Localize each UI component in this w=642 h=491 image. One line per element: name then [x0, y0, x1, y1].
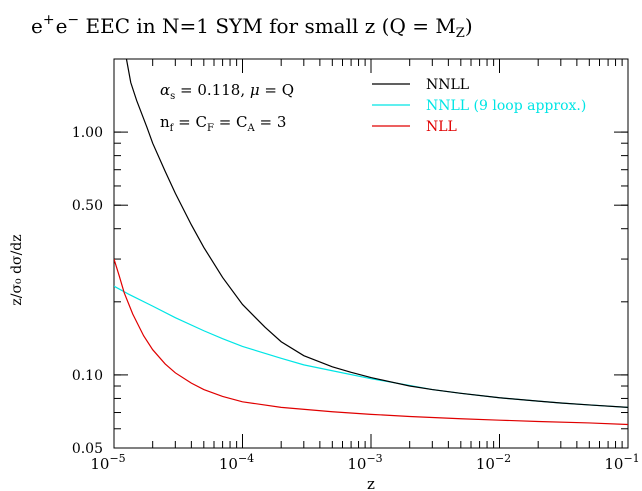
x-tick-label: 10−4 [219, 452, 254, 473]
x-tick-label: 10−3 [347, 452, 382, 473]
series-lines [114, 59, 628, 426]
param-annotation-nf: nf = CF = CA = 3 [160, 113, 286, 134]
x-tick-label: 10−5 [90, 452, 125, 473]
y-tick-label: 0.50 [72, 198, 103, 214]
y-tick-label: 1.00 [72, 125, 103, 141]
y-axis-label: z/σ₀ dσ/dz [9, 234, 25, 305]
series-line-0 [125, 59, 628, 408]
chart-title: e+e− EEC in N=1 SYM for small z (Q = MZ) [31, 12, 473, 41]
x-axis-label: z [367, 475, 375, 491]
y-tick-labels: 0.05 0.10 0.50 1.00 [72, 125, 103, 457]
axis-ticks [113, 58, 628, 449]
x-tick-labels: 10−5 10−4 10−3 10−2 10−1 [90, 452, 639, 473]
y-tick-label: 0.05 [72, 441, 103, 457]
legend-label: NNLL [426, 77, 469, 93]
series-line-2 [114, 258, 628, 426]
series-line-1 [114, 285, 628, 408]
legend-label: NLL [426, 119, 457, 135]
y-tick-label: 0.10 [72, 368, 103, 384]
x-tick-label: 10−1 [604, 452, 639, 473]
legend-label: NNLL (9 loop approx.) [426, 98, 586, 114]
param-annotation-alpha: αs = 0.118, μ = Q [160, 81, 294, 102]
x-tick-label: 10−2 [476, 452, 511, 473]
legend: NNLL NNLL (9 loop approx.) NLL [372, 77, 586, 135]
